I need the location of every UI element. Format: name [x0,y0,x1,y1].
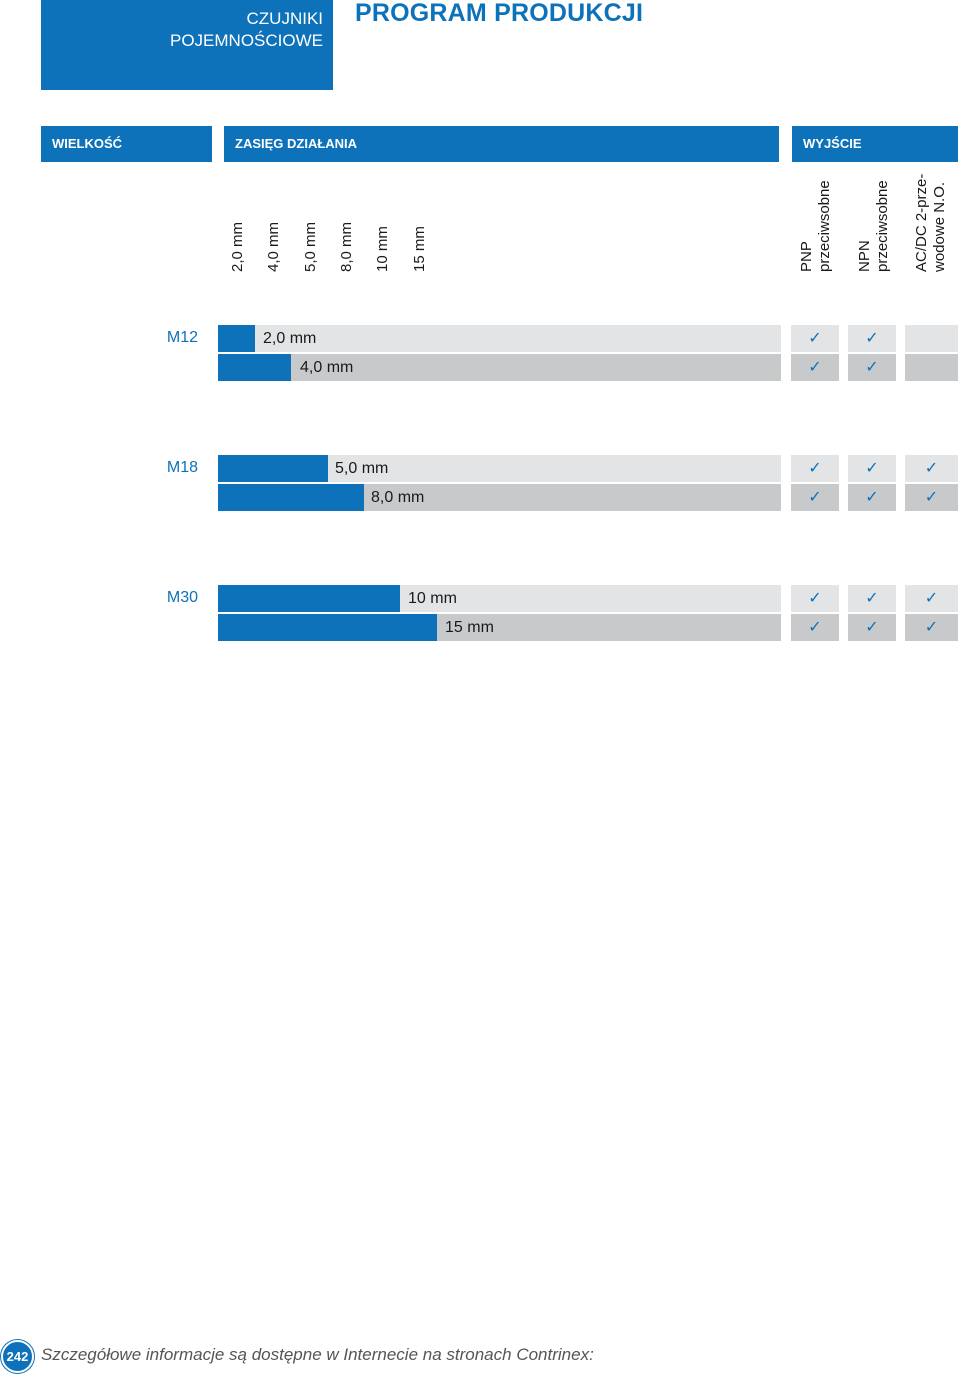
output-column-label-pnp: PNP przeciwsobne [798,180,834,272]
output-column-label-npn: NPN przeciwsobne [856,180,892,272]
size-label-m18: M18 [166,459,198,476]
acdc-check [905,354,958,381]
acdc-check: ✓ [905,455,958,482]
range-column-label: 4,0 mm [265,221,282,272]
range-bar [218,614,437,641]
output-label-line: przeciwsobne [874,180,891,272]
npn-check: ✓ [848,325,896,352]
range-row: 10 mm [218,585,781,612]
range-row: 2,0 mm [218,325,781,352]
size-label-m12: M12 [166,329,198,346]
range-bar [218,484,364,511]
range-value: 8,0 mm [371,489,425,506]
page-number-badge: 242 [1,1340,34,1373]
range-bar [218,325,255,352]
range-header: ZASIĘG DZIAŁANIA [224,126,779,162]
output-label-line: AC/DC 2-prze- [913,173,930,272]
range-value: 2,0 mm [263,330,317,347]
range-row: 4,0 mm [218,354,781,381]
pnp-check: ✓ [791,325,839,352]
pnp-check: ✓ [791,585,839,612]
category-box: CZUJNIKI POJEMNOŚCIOWE [41,0,333,90]
range-column-label: 2,0 mm [229,221,246,272]
range-column-label: 10 mm [374,226,391,272]
range-bar [218,455,328,482]
range-row: 5,0 mm [218,455,781,482]
acdc-check [905,325,958,352]
npn-check: ✓ [848,585,896,612]
output-header: WYJŚCIE [792,126,958,162]
range-value: 5,0 mm [335,460,389,477]
npn-check: ✓ [848,455,896,482]
pnp-check: ✓ [791,354,839,381]
range-column-label: 5,0 mm [302,221,319,272]
range-value: 15 mm [445,619,494,636]
footer-text: Szczegółowe informacje są dostępne w Int… [41,1345,594,1364]
page-title: PROGRAM PRODUKCJI [355,0,644,27]
npn-check: ✓ [848,614,896,641]
range-value: 10 mm [408,590,457,607]
output-label-line: przeciwsobne [816,180,833,272]
range-row: 15 mm [218,614,781,641]
acdc-check: ✓ [905,484,958,511]
category-line-2: POJEMNOŚCIOWE [169,31,323,50]
range-bar [218,354,291,381]
output-label-line: wodowe N.O. [931,181,948,272]
range-row: 8,0 mm [218,484,781,511]
size-header: WIELKOŚĆ [41,126,212,162]
pnp-check: ✓ [791,455,839,482]
range-bar [218,585,400,612]
npn-check: ✓ [848,354,896,381]
range-column-label: 8,0 mm [338,221,355,272]
category-line-1: CZUJNIKI [246,9,324,28]
output-label-line: NPN [856,240,873,272]
range-value: 4,0 mm [300,359,354,376]
output-label-line: PNP [798,241,815,272]
npn-check: ✓ [848,484,896,511]
size-label-m30: M30 [166,589,198,606]
output-column-label-acdc: AC/DC 2-prze- wodowe N.O. [913,174,949,272]
range-column-label: 15 mm [411,226,428,272]
acdc-check: ✓ [905,614,958,641]
pnp-check: ✓ [791,484,839,511]
acdc-check: ✓ [905,585,958,612]
pnp-check: ✓ [791,614,839,641]
